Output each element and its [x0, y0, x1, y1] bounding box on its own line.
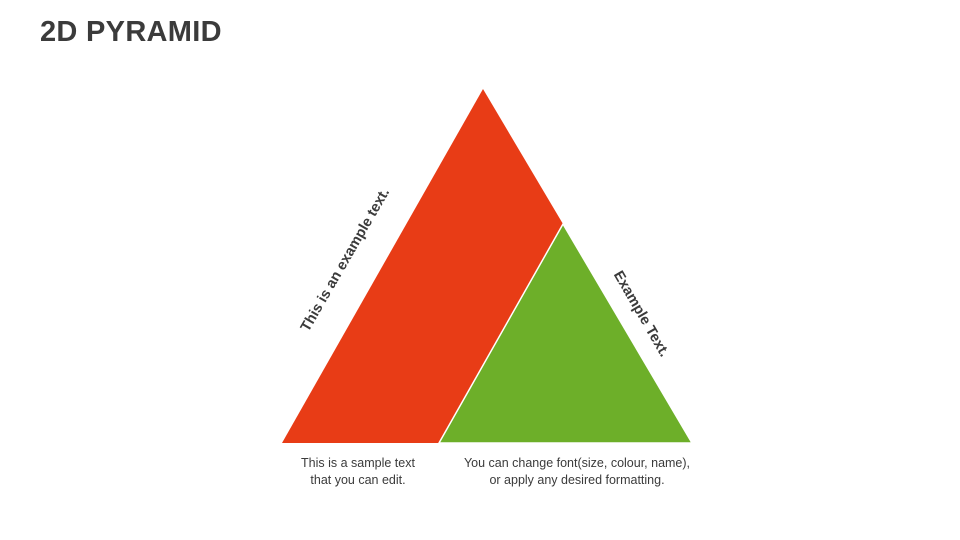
left-caption-line: that you can edit. — [310, 473, 406, 487]
page-title: 2D PYRAMID — [40, 16, 222, 48]
right-caption: You can change font(size, colour, name),… — [447, 455, 707, 489]
right-caption-line: or apply any desired formatting. — [489, 473, 665, 487]
left-caption: This is a sample text that you can edit. — [278, 455, 438, 489]
right-caption-line: You can change font(size, colour, name), — [463, 456, 691, 470]
pyramid-right-segment[interactable] — [437, 222, 694, 444]
left-caption-line: This is a sample text — [301, 456, 415, 470]
pyramid-left-segment[interactable] — [282, 89, 563, 443]
